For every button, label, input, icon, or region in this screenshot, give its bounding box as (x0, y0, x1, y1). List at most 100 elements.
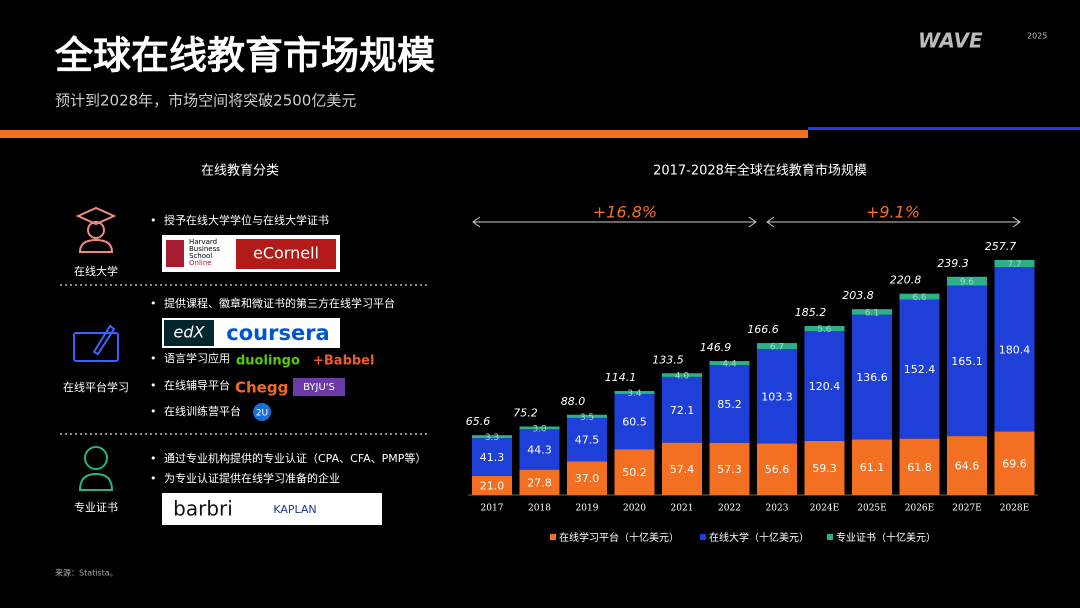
value-label: 7.7 (1007, 260, 1021, 270)
value-label: 61.8 (907, 461, 932, 474)
bar-segment (472, 475, 512, 495)
bar-segment (994, 260, 1035, 268)
value-label: 6.6 (912, 293, 927, 303)
bullet: • (150, 379, 157, 392)
logo: Chegg (235, 379, 288, 397)
slide-subtitle: 预计到2028年，市场空间将突破2500亿美元 (55, 92, 356, 110)
bar-segment (519, 469, 560, 495)
bar-segment (662, 442, 702, 495)
cagr-label: +16.8% (593, 203, 657, 222)
bullet: • (150, 405, 157, 418)
x-tick-label: 2026E (905, 504, 934, 514)
bar-segment (852, 309, 892, 315)
total-label: 88.0 (561, 395, 586, 408)
total-label: 220.8 (890, 274, 922, 287)
bar-segment (519, 426, 560, 430)
x-tick-label: 2019 (576, 504, 599, 514)
bar-segment (899, 293, 940, 300)
value-label: 4.4 (722, 360, 737, 370)
total-label: 166.6 (747, 323, 779, 336)
logo-shield (166, 240, 184, 267)
bar-segment (662, 376, 702, 443)
value-label: 21.0 (480, 479, 505, 492)
value-label: 56.6 (765, 463, 790, 476)
logo: +Babbel (313, 354, 374, 369)
value-label: 3.5 (580, 413, 594, 423)
value-label: 6.1 (865, 308, 879, 318)
total-label: 203.8 (842, 289, 874, 302)
bar-segment (947, 276, 987, 286)
logo: edX (174, 323, 206, 342)
bar-segment (852, 314, 892, 440)
brand: WAVE (918, 29, 983, 53)
item-text: 提供课程、徽章和微证书的第三方在线学习平台 (164, 296, 395, 310)
logo: Harvard (189, 238, 217, 246)
bar-segment (757, 349, 797, 444)
total-label: 133.5 (652, 353, 684, 366)
value-label: 64.6 (955, 460, 980, 473)
bar-segment (519, 429, 560, 470)
value-label: 3.4 (627, 389, 642, 399)
logo: eCornell (253, 244, 319, 263)
value-label: 5.6 (817, 325, 832, 335)
total-label: 75.2 (513, 407, 538, 420)
bar-segment (804, 326, 845, 332)
item-text: 授予在线大学学位与在线大学证书 (164, 213, 329, 227)
bar-segment (472, 438, 512, 476)
value-label: 57.4 (670, 463, 695, 476)
logo-bg (293, 378, 345, 396)
value-label: 3.0 (532, 424, 547, 434)
x-tick-label: 2021 (671, 504, 694, 514)
value-label: 72.1 (670, 404, 695, 417)
x-tick-label: 2020 (623, 504, 646, 514)
total-label: 65.6 (466, 415, 491, 428)
icon-person (78, 446, 114, 491)
bullet: • (150, 472, 157, 485)
x-tick-label: 2025E (857, 504, 886, 514)
logo: School (189, 252, 212, 260)
bullet: • (150, 297, 157, 310)
legend-label: 在线学习平台（十亿美元） (559, 531, 679, 544)
bar-segment (709, 365, 750, 443)
value-label: 4.0 (675, 372, 690, 382)
value-label: 85.2 (717, 398, 742, 411)
bar-segment (804, 331, 845, 441)
value-label: 120.4 (809, 380, 841, 393)
value-label: 69.6 (1002, 457, 1027, 470)
bar-segment (899, 438, 940, 495)
logo: BYJU'S (303, 382, 335, 393)
value-label: 44.3 (527, 443, 552, 456)
x-tick-label: 2023 (766, 504, 789, 514)
bullet: • (150, 452, 157, 465)
item-text: 在线训练营平台 (164, 404, 241, 418)
bar-segment (947, 436, 987, 495)
logo: Business (189, 245, 220, 253)
bar-segment (947, 285, 987, 437)
legend-swatch (700, 534, 706, 540)
item-text: 在线辅导平台 (164, 378, 230, 392)
value-label: 152.4 (904, 363, 936, 376)
slide-title: 全球在线教育市场规模 (54, 34, 435, 78)
value-label: 50.2 (622, 466, 647, 479)
value-label: 165.1 (951, 355, 983, 368)
section-label: 在线平台学习 (63, 380, 129, 394)
value-label: 37.0 (575, 472, 600, 485)
x-tick-label: 2027E (952, 504, 981, 514)
x-tick-label: 2022 (718, 504, 741, 514)
total-label: 257.7 (985, 240, 1017, 253)
value-label: 41.3 (480, 451, 505, 464)
value-label: 47.5 (575, 434, 600, 447)
chart-title: 2017-2028年全球在线教育市场规模 (653, 163, 867, 179)
bullet: • (150, 352, 157, 365)
value-label: 57.3 (717, 463, 742, 476)
x-tick-label: 2028E (1000, 504, 1029, 514)
logo-bg (164, 320, 214, 346)
value-label: 60.5 (622, 416, 647, 429)
cagr-arrows (472, 216, 1021, 228)
icon-graduate (75, 206, 117, 253)
legend-label: 专业证书（十亿美元） (836, 531, 936, 544)
bar-segment (804, 440, 845, 495)
bar-segment (567, 461, 607, 495)
total-label: 146.9 (700, 341, 732, 354)
